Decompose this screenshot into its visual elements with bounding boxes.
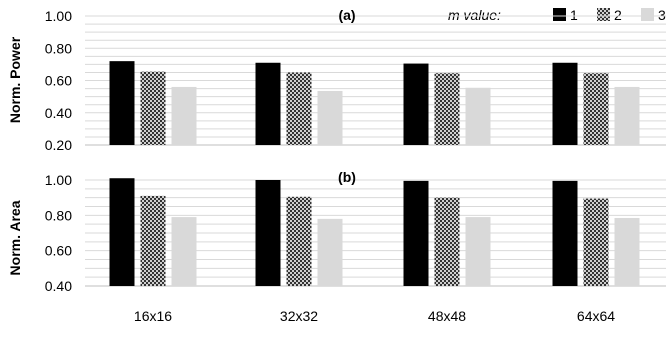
bar-32x32-m3 [317,90,343,145]
panel-b-bars [109,178,640,286]
y-tick-label: 0.40 [45,105,72,121]
bar-48x48-m3 [465,217,491,286]
panel-a-y-axis-title: Norm. Power [7,36,23,123]
bar-48x48-m1 [403,180,429,286]
y-tick-label: 0.60 [45,243,72,259]
y-tick-label: 1.00 [45,172,72,188]
legend-label-2: 2 [614,7,622,23]
bar-48x48-m2 [434,197,460,286]
bar-64x64-m1 [552,180,578,286]
bar-64x64-m3 [614,86,640,145]
bar-64x64-m2 [583,73,609,145]
bar-32x32-m1 [255,62,281,146]
legend-title: m value: [448,7,501,23]
panel-a-y-ticks: 1.00 0.80 0.60 0.40 0.20 [45,8,72,153]
panel-a-title: (a) [338,7,355,23]
panel-b: 1.00 0.80 0.60 0.40 (b) Norm. Area [7,169,666,294]
y-tick-label: 0.80 [45,207,72,223]
panel-a-bars [109,61,640,146]
x-category-label: 32x32 [280,308,318,324]
legend-swatch-1 [553,8,566,21]
x-category-label: 64x64 [577,308,615,324]
x-category-label: 16x16 [134,308,172,324]
bar-16x16-m3 [171,86,197,145]
y-tick-label: 1.00 [45,8,72,24]
bar-48x48-m1 [403,63,429,145]
panel-b-title: (b) [338,169,356,185]
bar-16x16-m1 [109,61,135,145]
bar-32x32-m2 [286,72,312,145]
bar-48x48-m2 [434,73,460,145]
legend-swatch-3 [641,8,654,21]
x-axis-category-labels: 16x16 32x32 48x48 64x64 [134,308,615,324]
legend: m value: 1 2 3 [448,7,666,23]
bar-64x64-m3 [614,217,640,286]
legend-swatch-2 [597,8,610,21]
legend-label-1: 1 [570,7,578,23]
bar-32x32-m3 [317,218,343,286]
panel-a: 1.00 0.80 0.60 0.40 0.20 (a) Norm. Power [7,7,666,153]
y-tick-label: 0.80 [45,40,72,56]
panel-b-y-ticks: 1.00 0.80 0.60 0.40 [45,172,72,294]
bar-32x32-m2 [286,196,312,286]
bar-48x48-m3 [465,87,491,145]
bar-16x16-m3 [171,217,197,286]
bar-16x16-m2 [140,71,166,145]
y-tick-label: 0.20 [45,137,72,153]
y-tick-label: 0.60 [45,73,72,89]
y-tick-label: 0.40 [45,278,72,294]
bar-64x64-m2 [583,198,609,286]
bar-64x64-m1 [552,62,578,146]
bar-16x16-m2 [140,195,166,286]
bar-32x32-m1 [255,180,281,286]
x-category-label: 48x48 [428,308,466,324]
panel-b-y-axis-title: Norm. Area [7,200,23,275]
bar-16x16-m1 [109,178,135,286]
legend-label-3: 3 [658,7,666,23]
